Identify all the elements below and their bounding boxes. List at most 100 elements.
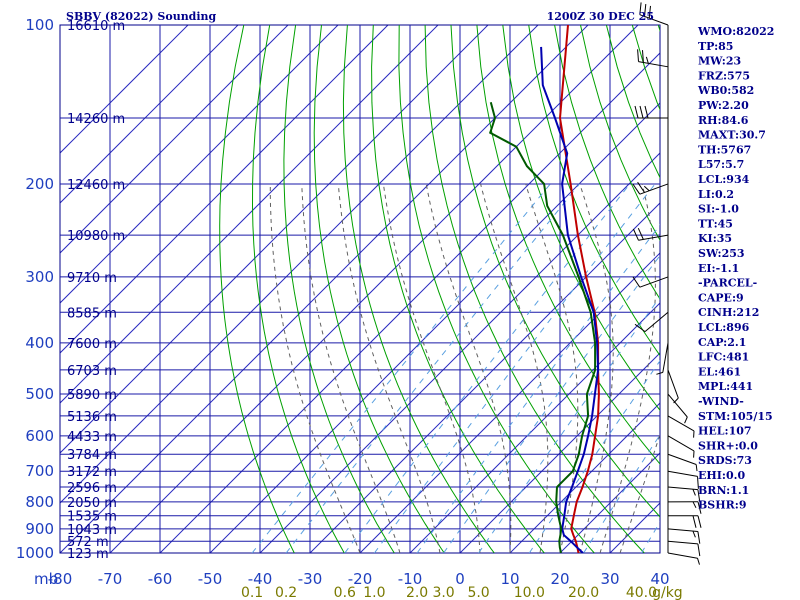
temperature-tick-label: -80 <box>48 570 73 588</box>
temperature-tick-label: -10 <box>398 570 423 588</box>
height-label: 5890 m <box>67 388 117 403</box>
index-item: EI:-1.1 <box>698 262 739 275</box>
wind-barb-feather <box>692 515 697 528</box>
isotherm-line <box>60 25 489 454</box>
dry-adiabat-line <box>788 25 800 553</box>
index-item: FRZ:575 <box>698 69 750 82</box>
moist-adiabat-line <box>382 183 481 553</box>
index-item: LCL:934 <box>698 173 750 186</box>
index-item: MAXT:30.7 <box>698 129 766 142</box>
wind-barb-feather <box>684 416 688 424</box>
temperature-tick-label: -50 <box>198 570 223 588</box>
moist-adiabat-line <box>619 432 660 553</box>
pressure-tick-label: 200 <box>25 175 54 193</box>
moist-adiabat-line <box>480 183 549 553</box>
moist-adiabat-line <box>599 183 656 553</box>
wind-barb <box>634 105 669 119</box>
pressure-tick-label: 100 <box>25 16 54 34</box>
wind-barb-feather <box>697 489 701 502</box>
wind-barb <box>634 311 669 333</box>
index-item: WB0:582 <box>697 84 754 97</box>
dry-adiabat-line <box>398 25 595 553</box>
index-item: SI:-1.0 <box>698 203 739 216</box>
wind-barb-feather <box>634 323 646 333</box>
mixing-ratio-lines <box>251 183 660 553</box>
isotherm-line <box>109 25 639 553</box>
mixing-ratio-line <box>583 434 660 553</box>
dry-adiabat-line <box>313 25 445 553</box>
dry-adiabat-line <box>502 25 660 412</box>
wind-barb-feather <box>639 2 642 15</box>
profile-series <box>488 25 600 553</box>
dry-adiabat-line <box>762 25 800 553</box>
index-item: SHR+:0.0 <box>698 439 758 452</box>
wind-barb-feather <box>697 531 701 544</box>
isotherm-line <box>60 25 339 304</box>
temperature-tick-label: -40 <box>248 570 273 588</box>
index-item: LCL:896 <box>698 321 750 334</box>
mixing-ratio-label: g/kg <box>652 585 683 600</box>
wind-barb <box>667 486 701 502</box>
dry-adiabat-line <box>580 25 660 242</box>
height-label: 2050 m <box>67 496 117 511</box>
index-item: CINH:212 <box>698 306 759 319</box>
mixing-ratio-line <box>344 183 631 553</box>
isotherm-line <box>60 25 389 354</box>
wind-barb <box>667 415 695 438</box>
isotherm-line <box>60 25 239 204</box>
isotherm-line <box>159 52 660 553</box>
wind-barb-staff <box>667 435 695 452</box>
wind-barb-staff <box>662 342 669 373</box>
wind-barb <box>667 501 702 514</box>
wind-barb <box>637 49 669 68</box>
isotherm-line <box>60 25 189 154</box>
index-item: BSHR:9 <box>698 499 747 512</box>
temperature-tick-label: -20 <box>348 570 373 588</box>
wind-barb <box>667 552 700 565</box>
dry-adiabat-line <box>283 25 395 553</box>
wind-barb-staff <box>639 276 669 288</box>
height-label: 3172 m <box>67 465 117 480</box>
wind-barb-staff <box>667 453 697 465</box>
index-item: -WIND- <box>698 395 744 408</box>
wind-barb <box>667 515 702 528</box>
wind-barb-feather <box>632 183 641 195</box>
isotherm-line <box>309 202 660 553</box>
dry-adiabat-line <box>342 25 495 553</box>
wind-barb <box>632 276 669 288</box>
mixing-ratio-line <box>528 359 660 553</box>
index-item: L57:5.7 <box>698 158 744 171</box>
parcel-path-profile <box>558 25 600 553</box>
dry-adiabat-line <box>424 25 645 553</box>
wind-barb-feather <box>637 227 644 240</box>
wind-barb-staff <box>667 415 695 432</box>
moist-adiabat-line <box>337 183 441 553</box>
wind-barb-feather <box>692 489 696 496</box>
temperature-tick-label: 40 <box>650 570 669 588</box>
moist-adiabat-line <box>301 183 401 553</box>
pressure-tick-label: 300 <box>25 268 54 286</box>
wind-barb <box>667 393 688 424</box>
wind-barb <box>667 470 699 489</box>
pressure-tick-label: 400 <box>25 334 54 352</box>
pressure-tick-label: 600 <box>25 427 54 445</box>
temperature-profile <box>540 46 600 553</box>
mixing-ratio-line <box>443 254 660 553</box>
isotherm-line <box>60 25 589 553</box>
height-label: 16610 m <box>67 19 125 34</box>
mixing-ratio-label: 1.0 <box>363 585 385 600</box>
temperature-tick-label: -30 <box>298 570 323 588</box>
temperature-tick-label: 30 <box>600 570 619 588</box>
wind-barb <box>667 369 679 404</box>
height-label: 123 m <box>67 547 109 562</box>
height-label: 14260 m <box>67 112 125 127</box>
wind-barb <box>667 540 701 557</box>
isotherm-line <box>60 25 439 404</box>
height-label: 3784 m <box>67 448 117 463</box>
wind-barb-feather <box>643 185 650 192</box>
mixing-ratio-label: 20.0 <box>568 585 599 600</box>
mixing-ratio-label: 40.0 <box>626 585 657 600</box>
index-item: STM:105/15 <box>698 410 773 423</box>
